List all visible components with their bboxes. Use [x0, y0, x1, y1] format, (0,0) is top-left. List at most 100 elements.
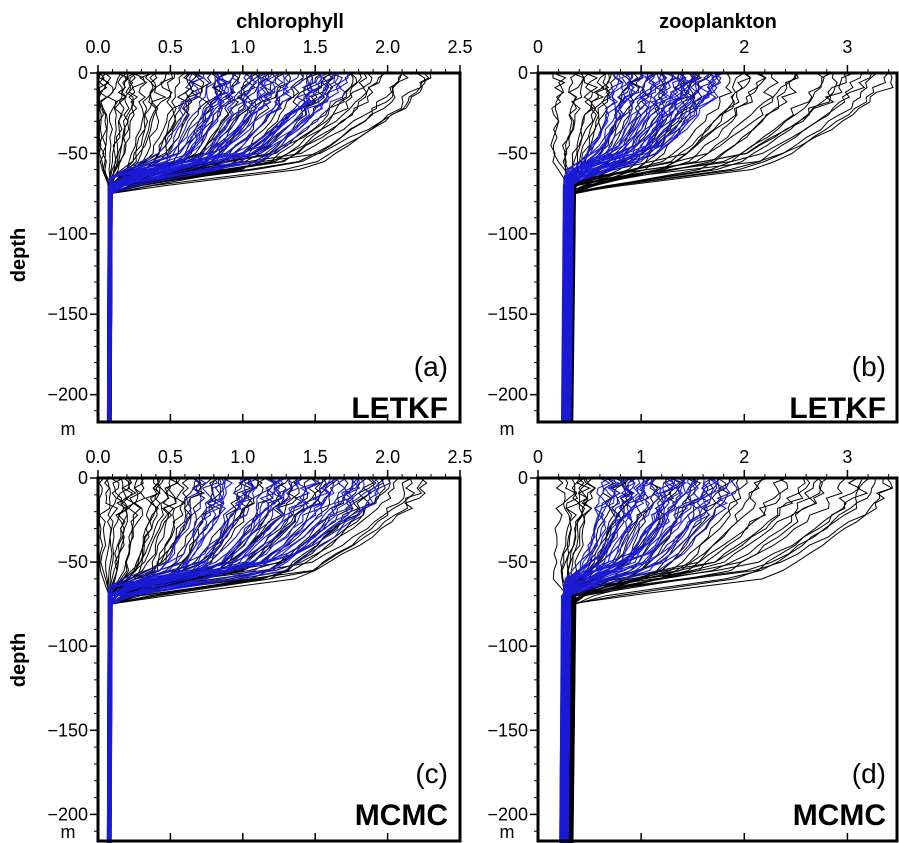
- y-tick-label: −150: [47, 720, 88, 740]
- background-profile: [108, 72, 409, 423]
- analysis-profile: [109, 72, 353, 423]
- background-profile: [107, 72, 174, 423]
- x-tick-label: 2.0: [375, 447, 400, 467]
- panel-c-yunit: m: [61, 822, 76, 842]
- analysis-profile: [109, 477, 318, 843]
- analysis-profile: [110, 477, 319, 843]
- background-profile: [568, 477, 861, 843]
- x-tick-label: 1.5: [303, 37, 328, 57]
- background-profile: [567, 477, 811, 843]
- y-tick-label: −200: [487, 385, 528, 405]
- background-profile: [110, 477, 223, 843]
- background-profile: [107, 72, 167, 423]
- x-tick-label: 0: [533, 37, 543, 57]
- panel-d-x-ticks: 0 1 2 3: [533, 447, 890, 841]
- panel-d-method: MCMC: [793, 799, 886, 832]
- background-profile: [109, 477, 161, 843]
- analysis-profile: [110, 477, 365, 843]
- background-profile: [570, 477, 768, 843]
- background-profile: [110, 72, 362, 423]
- background-profile: [110, 477, 217, 843]
- analysis-profile: [108, 477, 230, 843]
- background-profile: [108, 72, 292, 423]
- background-profile: [572, 477, 894, 843]
- y-tick-label: 0: [78, 63, 88, 83]
- panel-c-ylabel: depth: [8, 633, 30, 687]
- panel-c: 0.0 0.5 1.0 1.5 2.0 2.5 0−50−100−150−200 (c) …: [8, 447, 473, 843]
- panel-a-analysis-profiles: [106, 72, 353, 423]
- analysis-profile: [567, 477, 720, 843]
- panel-a: chlorophyll 0.0 0.5 1.0 1.5 2.0 2.5 0 −50 −100 −…: [8, 11, 473, 439]
- background-profile: [108, 72, 430, 423]
- panel-c-y-ticks: 0 −50 −100 −150 −200: [47, 468, 98, 832]
- y-tick-label: −50: [497, 552, 528, 572]
- analysis-profile: [108, 72, 342, 423]
- background-profile: [571, 72, 797, 423]
- background-profile: [110, 477, 428, 843]
- analysis-profile: [107, 477, 392, 843]
- analysis-profile: [108, 477, 354, 843]
- x-tick-label: 0.5: [158, 37, 183, 57]
- analysis-profile: [564, 72, 719, 423]
- x-tick-label: 2.5: [447, 447, 472, 467]
- analysis-profile: [565, 72, 697, 423]
- background-profile: [109, 477, 276, 843]
- background-profile: [108, 477, 165, 843]
- y-tick-label: 0: [78, 468, 88, 488]
- panel-c-analysis-profiles: [106, 477, 392, 843]
- y-tick-label: −200: [47, 804, 88, 824]
- background-profile: [571, 72, 863, 423]
- y-tick-label: −200: [47, 385, 88, 405]
- y-tick-label: −150: [47, 304, 88, 324]
- analysis-profile: [109, 72, 304, 423]
- analysis-profile: [109, 477, 224, 843]
- analysis-profile: [110, 477, 284, 843]
- background-profile: [108, 477, 177, 843]
- background-profile: [109, 72, 136, 423]
- x-tick-label: 1.5: [303, 447, 328, 467]
- analysis-profile: [563, 72, 722, 423]
- panel-b-yunit: m: [500, 419, 515, 439]
- analysis-profile: [108, 477, 385, 843]
- analysis-profile: [108, 477, 360, 843]
- analysis-profile: [563, 72, 725, 423]
- analysis-profile: [108, 477, 359, 843]
- panel-b-title: zooplankton: [659, 11, 777, 33]
- analysis-profile: [562, 477, 677, 843]
- panel-b-method: LETKF: [789, 392, 886, 425]
- background-profile: [568, 477, 632, 843]
- x-tick-label: 0.0: [85, 37, 110, 57]
- panel-a-y-ticks: 0 −50 −100 −150 −200: [47, 63, 98, 412]
- analysis-profile: [569, 72, 634, 423]
- y-tick-label: −200: [487, 804, 528, 824]
- panel-d-frame: [536, 476, 899, 843]
- background-profile: [108, 477, 329, 843]
- background-profile: [109, 72, 403, 423]
- background-profile: [107, 72, 199, 423]
- panel-a-yunit: m: [61, 419, 76, 439]
- panel-a-method: LETKF: [351, 392, 448, 425]
- background-profile: [108, 477, 146, 843]
- panel-a-x-ticks: 0.0 0.5 1.0 1.5 2.0 2.5: [85, 37, 473, 422]
- y-tick-label: −50: [497, 143, 528, 163]
- background-profile: [106, 72, 204, 423]
- x-tick-label: 0: [533, 447, 543, 467]
- y-tick-label: −150: [487, 304, 528, 324]
- analysis-profile: [566, 72, 687, 423]
- panel-d-tag: (d): [852, 758, 886, 789]
- y-tick-label: −100: [47, 636, 88, 656]
- panel-c-x-ticks: 0.0 0.5 1.0 1.5 2.0 2.5: [85, 447, 473, 841]
- analysis-profile: [110, 72, 322, 423]
- x-tick-label: 1: [636, 37, 646, 57]
- analysis-profile: [565, 478, 697, 843]
- background-profile: [571, 477, 748, 843]
- panel-d: 0 1 2 3 0 −50 −100 −150 −200 (d) MCMC m: [487, 447, 899, 843]
- background-profile: [107, 477, 259, 843]
- analysis-profile: [561, 477, 737, 843]
- analysis-profile: [561, 477, 678, 843]
- x-tick-label: 3: [842, 447, 852, 467]
- panel-a-frame: [96, 71, 462, 424]
- analysis-profile: [564, 477, 697, 843]
- background-profile: [571, 477, 742, 843]
- analysis-profile: [565, 72, 687, 423]
